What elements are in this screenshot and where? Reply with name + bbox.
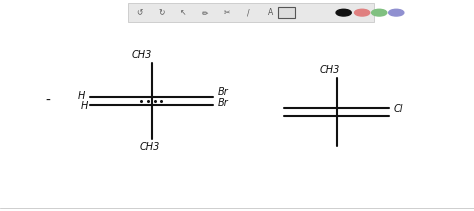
Text: H: H	[78, 91, 85, 101]
Text: CH3: CH3	[139, 142, 159, 152]
Circle shape	[372, 9, 387, 16]
Text: ✂: ✂	[224, 8, 230, 17]
Text: ✏: ✏	[202, 8, 208, 17]
Text: Br: Br	[218, 87, 229, 97]
Text: ↻: ↻	[158, 8, 165, 17]
Text: A: A	[267, 8, 273, 17]
Bar	[128, 3, 374, 22]
Text: H: H	[80, 100, 88, 111]
Text: Cl: Cl	[393, 104, 403, 114]
Text: Br: Br	[218, 98, 229, 108]
Circle shape	[336, 9, 351, 16]
Text: ↖: ↖	[180, 8, 186, 17]
Circle shape	[389, 9, 404, 16]
Text: CH3: CH3	[132, 50, 152, 60]
Text: CH3: CH3	[319, 65, 339, 75]
Text: /: /	[247, 8, 250, 17]
Text: -: -	[45, 94, 50, 108]
FancyBboxPatch shape	[278, 7, 295, 18]
Text: ↺: ↺	[137, 8, 143, 17]
Circle shape	[355, 9, 370, 16]
